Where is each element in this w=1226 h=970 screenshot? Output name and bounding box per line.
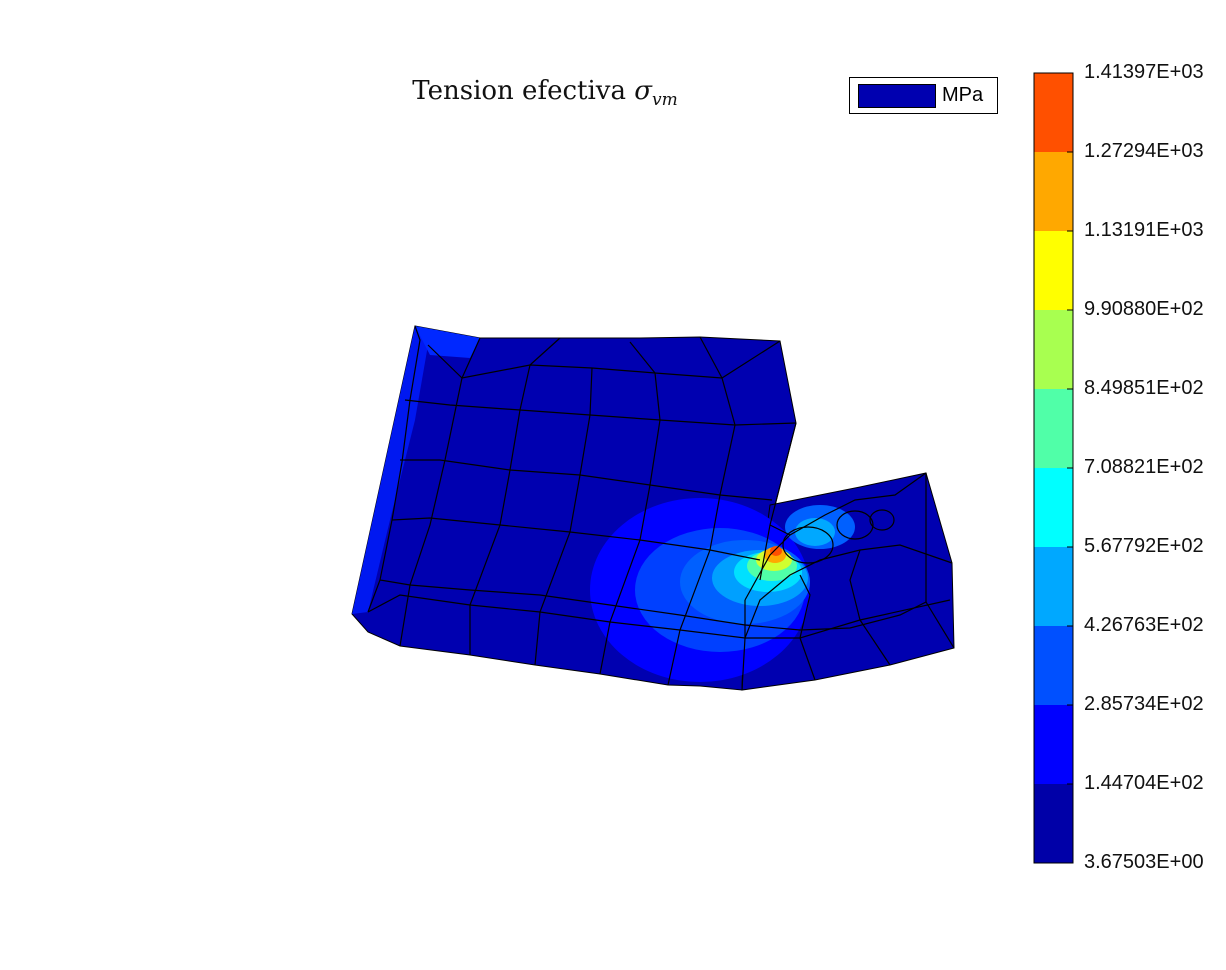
colorbar-tick-label: 3.67503E+00 <box>1084 851 1204 873</box>
colorbar-band <box>1034 784 1073 863</box>
colorbar-band <box>1034 231 1073 310</box>
colorbar-band <box>1034 73 1073 152</box>
colorbar-band <box>1034 705 1073 784</box>
colorbar-tick-label: 9.90880E+02 <box>1084 298 1204 320</box>
colorbar <box>1033 72 1074 864</box>
colorbar-tick-label: 5.67792E+02 <box>1084 535 1204 557</box>
chart-title-subscript: vm <box>651 90 678 111</box>
colorbar-tick-label: 2.85734E+02 <box>1084 693 1204 715</box>
colorbar-tick-label: 7.08821E+02 <box>1084 456 1204 478</box>
legend: MPa <box>849 77 998 114</box>
colorbar-tick-label: 4.26763E+02 <box>1084 614 1204 636</box>
colorbar-band <box>1034 310 1073 389</box>
legend-swatch <box>858 84 936 108</box>
colorbar-tick-label: 1.27294E+03 <box>1084 140 1204 162</box>
mesh-grid <box>367 325 955 691</box>
chart-title-symbol: σ <box>634 76 652 106</box>
colorbar-tick-label: 8.49851E+02 <box>1084 377 1204 399</box>
chart-title-text: Tension efectiva <box>412 76 626 106</box>
colorbar-band <box>1034 152 1073 231</box>
stress-contours <box>590 498 855 682</box>
colorbar-band <box>1034 389 1073 468</box>
colorbar-tick-label: 1.44704E+02 <box>1084 772 1204 794</box>
colorbar-band <box>1034 626 1073 705</box>
colorbar-band <box>1034 547 1073 626</box>
legend-label: MPa <box>942 84 984 106</box>
colorbar-tick-label: 1.41397E+03 <box>1084 61 1204 83</box>
colorbar-tick-label: 1.13191E+03 <box>1084 219 1204 241</box>
chart-title: Tension efectiva σvm <box>380 76 710 110</box>
colorbar-band <box>1034 468 1073 547</box>
